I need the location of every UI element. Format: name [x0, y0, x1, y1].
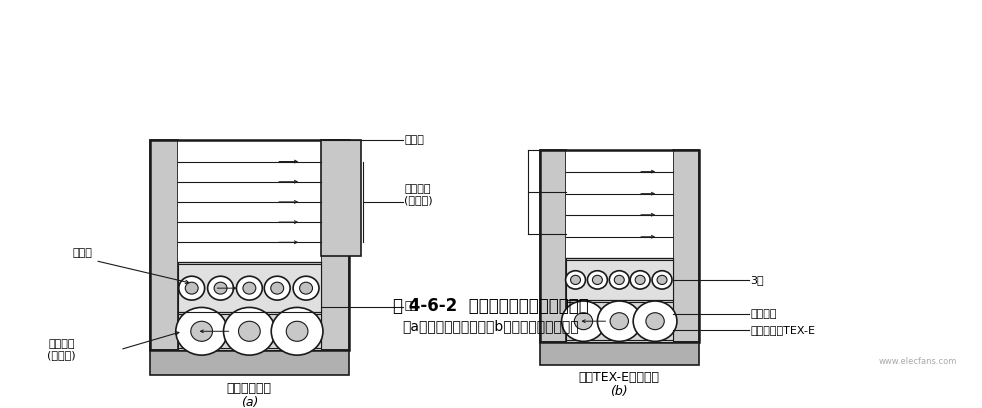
Circle shape: [635, 275, 645, 284]
Circle shape: [630, 271, 650, 289]
Circle shape: [610, 313, 628, 330]
Text: 传统的变压器: 传统的变压器: [227, 381, 272, 395]
Circle shape: [597, 301, 641, 341]
Circle shape: [271, 282, 284, 294]
Circle shape: [652, 271, 672, 289]
Circle shape: [191, 321, 212, 341]
Text: www.elecfans.com: www.elecfans.com: [879, 357, 957, 366]
Circle shape: [646, 313, 664, 330]
Circle shape: [214, 282, 227, 294]
Bar: [178, 262, 321, 350]
Bar: [178, 140, 321, 350]
Circle shape: [237, 276, 262, 300]
Circle shape: [243, 282, 256, 294]
Text: 绝缘带: 绝缘带: [405, 135, 424, 145]
Circle shape: [657, 275, 667, 284]
Circle shape: [592, 275, 602, 284]
Bar: [178, 314, 321, 348]
Circle shape: [566, 271, 585, 289]
Text: (漆包线): (漆包线): [405, 195, 433, 205]
Text: 3层: 3层: [750, 275, 764, 285]
Bar: [150, 140, 349, 350]
Bar: [566, 150, 673, 342]
Bar: [566, 302, 673, 340]
Text: (a): (a): [241, 396, 258, 408]
Bar: [673, 150, 699, 342]
Circle shape: [207, 276, 234, 300]
Bar: [566, 258, 673, 342]
Bar: [321, 140, 360, 256]
Circle shape: [633, 301, 677, 341]
Circle shape: [224, 307, 275, 355]
Text: 二次绕组: 二次绕组: [750, 309, 777, 319]
Text: 二次绕组: 二次绕组: [49, 339, 76, 350]
Text: (漆包线): (漆包线): [47, 350, 76, 360]
Text: 骨架: 骨架: [405, 302, 417, 311]
Bar: [178, 264, 321, 312]
Circle shape: [574, 313, 593, 330]
Circle shape: [293, 276, 319, 300]
Text: （a）用漆包线绕制；（b）用三层绝缘线绕制: （a）用漆包线绕制；（b）用三层绝缘线绕制: [403, 320, 579, 334]
Bar: [150, 140, 178, 350]
Bar: [540, 150, 699, 342]
Circle shape: [609, 271, 629, 289]
Text: (b): (b): [611, 385, 628, 398]
Text: 阻挡栅: 阻挡栅: [73, 248, 92, 258]
Circle shape: [615, 275, 625, 284]
Bar: [321, 140, 349, 350]
Circle shape: [176, 307, 228, 355]
Bar: [540, 150, 566, 342]
Bar: [150, 346, 349, 375]
Circle shape: [179, 276, 204, 300]
Bar: [540, 339, 699, 365]
Bar: [566, 260, 673, 300]
Circle shape: [271, 307, 323, 355]
Circle shape: [300, 282, 312, 294]
Text: 图 4-6-2  两种高频变压器的结构比较: 图 4-6-2 两种高频变压器的结构比较: [393, 297, 589, 315]
Circle shape: [286, 321, 308, 341]
Circle shape: [186, 282, 198, 294]
Text: 一次绕组: 一次绕组: [405, 184, 431, 195]
Circle shape: [264, 276, 290, 300]
Circle shape: [239, 321, 260, 341]
Circle shape: [562, 301, 605, 341]
Text: 使用TEX-E的变压器: 使用TEX-E的变压器: [578, 370, 660, 384]
Circle shape: [587, 271, 607, 289]
Circle shape: [571, 275, 580, 284]
Text: 三层绝缘线TEX-E: 三层绝缘线TEX-E: [750, 325, 815, 335]
